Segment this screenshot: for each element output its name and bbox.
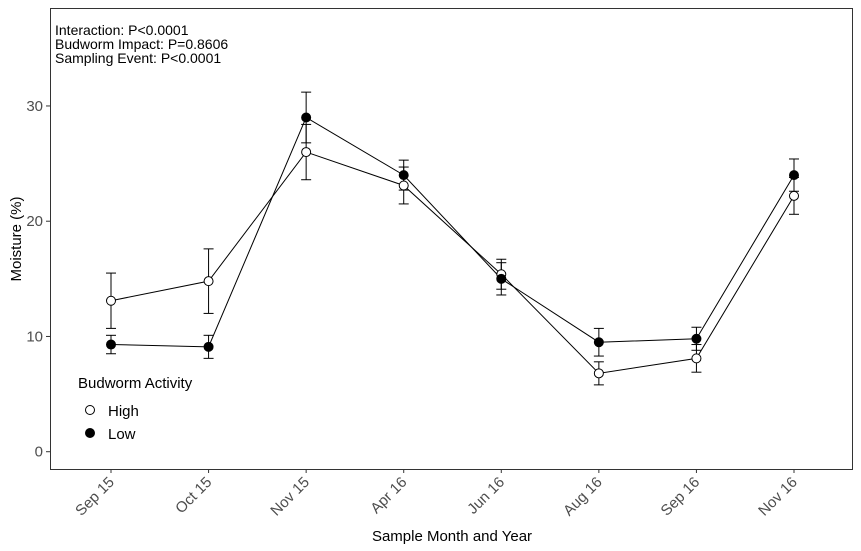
point-low-7	[789, 170, 799, 181]
point-high-2	[301, 147, 312, 158]
point-high-6	[691, 353, 702, 364]
series-high-line	[110, 151, 795, 374]
point-high-1	[203, 276, 214, 287]
legend: Budworm Activity High Low	[78, 375, 193, 443]
point-low-6	[691, 333, 702, 344]
series-high-points	[106, 147, 799, 379]
x-tick-label-nov-16: Nov 16	[755, 474, 801, 520]
x-axis-title: Sample Month and Year	[372, 528, 532, 545]
legend-low-marker	[85, 428, 95, 438]
legend-high-label: High	[108, 403, 139, 420]
point-high-5	[593, 368, 604, 379]
point-low-1	[203, 341, 214, 352]
point-low-5	[593, 337, 604, 348]
point-low-0	[106, 339, 116, 350]
x-tick-label-apr-16: Apr 16	[367, 474, 410, 517]
series-low	[106, 91, 799, 359]
y-tick-label-30: 30	[26, 98, 43, 115]
series-low-points	[106, 112, 799, 352]
x-axis: Sep 15 Oct 15 Nov 15 Apr 16 Jun 16 Aug 16 Sep …	[72, 469, 801, 519]
x-tick-label-nov-15: Nov 15	[267, 474, 313, 520]
point-low-3	[398, 170, 409, 181]
x-tick-label-sep-15: Sep 15	[72, 474, 118, 520]
x-tick-label-jun-16: Jun 16	[464, 474, 508, 518]
series-low-line	[110, 116, 795, 348]
y-tick-label-10: 10	[26, 328, 43, 345]
point-low-4	[496, 273, 507, 284]
y-tick-label-0: 0	[35, 444, 43, 461]
legend-low-label: Low	[108, 426, 136, 443]
annotation-budworm-impact: Budworm Impact: P=0.8606	[55, 36, 228, 52]
stat-annotations: Interaction: P<0.0001 Budworm Impact: P=…	[55, 22, 228, 66]
point-low-2	[301, 112, 312, 123]
x-tick-label-aug-16: Aug 16	[560, 474, 606, 520]
panel-border	[50, 8, 853, 470]
series-layer	[106, 91, 799, 386]
legend-title: Budworm Activity	[78, 375, 193, 392]
legend-high-marker	[85, 405, 95, 415]
y-tick-label-20: 20	[26, 213, 43, 230]
annotation-interaction: Interaction: P<0.0001	[55, 22, 189, 38]
point-high-7	[789, 190, 799, 201]
x-tick-label-sep-16: Sep 16	[658, 474, 704, 520]
y-axis-title: Moisture (%)	[8, 196, 25, 281]
point-high-3	[398, 180, 409, 191]
point-high-0	[106, 295, 116, 306]
x-tick-label-oct-15: Oct 15	[172, 474, 215, 517]
annotation-sampling-event: Sampling Event: P<0.0001	[55, 50, 221, 66]
y-axis: 0 10 20 30	[26, 98, 50, 461]
